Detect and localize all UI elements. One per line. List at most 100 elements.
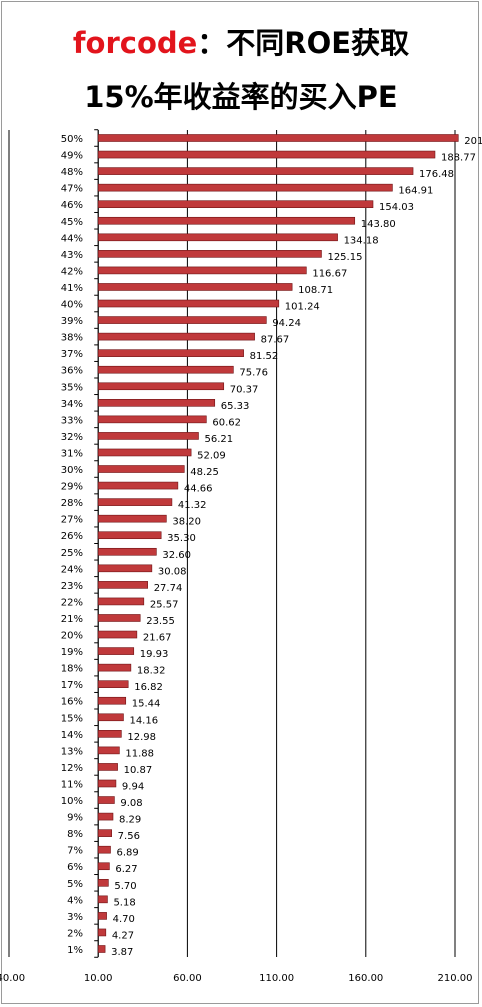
- data-label: 44.66: [184, 484, 213, 495]
- category-label: 22%: [61, 597, 83, 608]
- bar: [97, 845, 111, 854]
- bar: [97, 895, 108, 904]
- chart-title-line-1: forcode：不同ROE获取: [0, 20, 482, 62]
- data-label: 3.87: [111, 947, 133, 958]
- category-label: 35%: [61, 382, 83, 393]
- data-label: 25.57: [150, 599, 179, 610]
- data-label: 116.67: [312, 268, 347, 279]
- category-label: 1%: [67, 945, 83, 956]
- brand-name: forcode: [72, 26, 198, 60]
- category-label: 4%: [67, 895, 83, 906]
- bar: [97, 912, 107, 920]
- category-label: 27%: [61, 515, 83, 526]
- data-label: 81.52: [250, 351, 279, 362]
- data-label: 154.03: [379, 202, 414, 213]
- bar: [97, 250, 322, 258]
- chart-title-text: ：不同ROE获取: [197, 26, 410, 60]
- data-label: 4.27: [112, 930, 134, 941]
- category-label: 40%: [61, 300, 83, 311]
- x-tick-label: 60.00: [173, 973, 202, 984]
- data-label: 9.08: [120, 798, 142, 809]
- data-label: 23.55: [146, 616, 175, 627]
- bar: [97, 134, 459, 142]
- data-label: 70.37: [230, 384, 259, 395]
- category-label: 19%: [61, 647, 83, 658]
- data-label: 35.30: [167, 533, 196, 544]
- bar: [97, 862, 110, 871]
- category-label: 18%: [61, 664, 83, 675]
- category-label: 43%: [61, 250, 83, 261]
- bar: [97, 200, 374, 209]
- data-label: 87.67: [261, 335, 290, 346]
- bar: [97, 150, 436, 159]
- category-label: 13%: [61, 746, 83, 757]
- category-label: 42%: [61, 266, 83, 277]
- category-label: 50%: [61, 134, 83, 145]
- bar: [97, 432, 199, 440]
- category-label: 47%: [61, 184, 83, 195]
- chart-subtitle: 15%年收益率的买入PE: [84, 80, 398, 114]
- bar: [97, 696, 127, 705]
- bar: [97, 498, 173, 506]
- data-label: 27.74: [154, 583, 183, 594]
- category-label: 20%: [61, 631, 83, 642]
- bar: [97, 878, 109, 887]
- data-label: 48.25: [190, 467, 219, 478]
- data-label: 32.60: [162, 550, 191, 561]
- data-labels: 201.83 188.77 176.48 164.91 154.03 143.80 134.…: [111, 136, 482, 958]
- data-label: 12.98: [127, 732, 156, 743]
- data-label: 201.83: [464, 136, 482, 147]
- category-label: 21%: [61, 614, 83, 625]
- category-label: 41%: [61, 283, 83, 294]
- category-label: 36%: [61, 366, 83, 377]
- data-label: 9.94: [122, 781, 144, 792]
- category-label: 26%: [61, 531, 83, 542]
- bar: [97, 928, 107, 937]
- bars: [97, 134, 459, 953]
- bar: [97, 216, 356, 225]
- data-label: 65.33: [221, 401, 250, 412]
- data-label: 164.91: [398, 186, 433, 197]
- data-label: 5.70: [114, 881, 136, 892]
- category-label: 9%: [67, 813, 83, 824]
- category-label: 14%: [61, 730, 83, 741]
- data-label: 56.21: [204, 434, 233, 445]
- bar: [97, 647, 135, 655]
- bar: [97, 283, 293, 291]
- category-label: 44%: [61, 233, 83, 244]
- bar: [97, 663, 132, 672]
- category-label: 2%: [67, 928, 83, 939]
- data-label: 60.62: [212, 417, 241, 428]
- bar: [97, 680, 129, 688]
- data-label: 19.93: [140, 649, 169, 660]
- x-axis-tick-labels: -40.00 10.00 60.00 110.00 160.00 210.00: [0, 973, 473, 984]
- data-label: 134.18: [344, 235, 379, 246]
- x-tick-label: -40.00: [0, 973, 25, 984]
- data-label: 16.82: [134, 682, 163, 693]
- bar: [97, 763, 118, 771]
- category-label: 28%: [61, 498, 83, 509]
- category-label: 29%: [61, 482, 83, 493]
- data-label: 41.32: [178, 500, 207, 511]
- data-label: 125.15: [327, 252, 362, 263]
- data-label: 8.29: [119, 815, 141, 826]
- data-label: 18.32: [137, 666, 166, 677]
- bar: [97, 365, 234, 374]
- bar: [97, 349, 244, 357]
- category-label: 11%: [61, 779, 83, 790]
- data-label: 101.24: [285, 302, 320, 313]
- x-tick-label: 210.00: [438, 973, 473, 984]
- x-tick-label: 10.00: [84, 973, 113, 984]
- category-labels: 50% 49% 48% 47% 46% 45% 44% 43% 42% 41% 40% 39% 38% 3…: [61, 134, 83, 956]
- bar: [97, 332, 255, 341]
- category-label: 34%: [61, 399, 83, 410]
- data-label: 176.48: [419, 169, 454, 180]
- data-label: 30.08: [158, 566, 187, 577]
- bar: [97, 829, 112, 837]
- bar: [97, 945, 106, 953]
- category-label: 8%: [67, 829, 83, 840]
- category-label: 31%: [61, 448, 83, 459]
- data-label: 6.27: [115, 864, 137, 875]
- bar: [97, 597, 145, 606]
- category-label: 10%: [61, 796, 83, 807]
